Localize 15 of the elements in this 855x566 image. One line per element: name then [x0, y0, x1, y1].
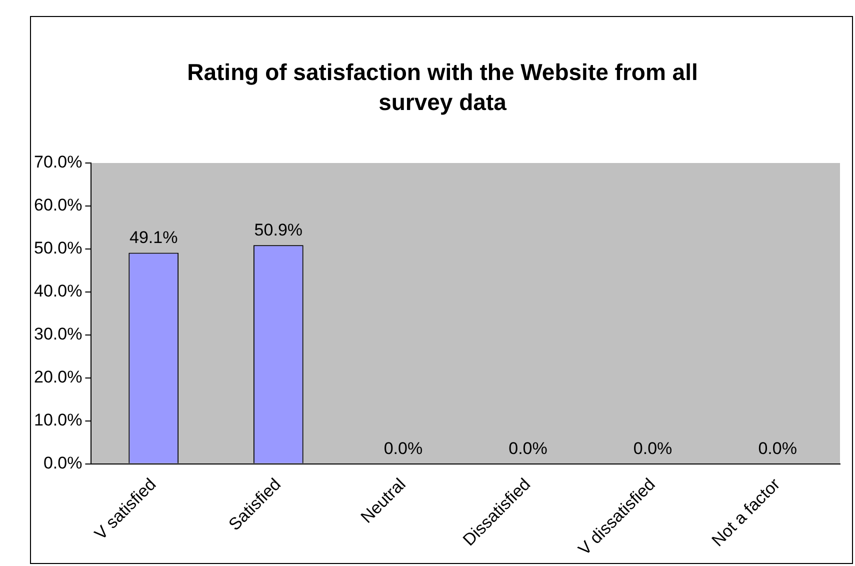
chart-title: Rating of satisfaction with the Website from all survey data [186, 58, 699, 117]
data-label: 49.1% [130, 228, 178, 247]
y-tick-label: 30.0% [34, 324, 82, 344]
data-label: 0.0% [633, 438, 672, 458]
y-tick-label: 60.0% [34, 196, 82, 215]
data-label: 0.0% [508, 438, 548, 458]
data-label: 0.0% [384, 438, 423, 458]
y-tick-label: 20.0% [34, 368, 82, 387]
y-tick-label: 40.0% [34, 282, 82, 301]
data-label: 0.0% [758, 438, 797, 458]
y-tick-label: 10.0% [34, 410, 82, 430]
y-tick-label: 50.0% [34, 238, 82, 258]
y-tick-label: 0.0% [43, 453, 82, 472]
y-tick-label: 70.0% [34, 152, 82, 172]
data-label: 50.9% [254, 220, 303, 240]
